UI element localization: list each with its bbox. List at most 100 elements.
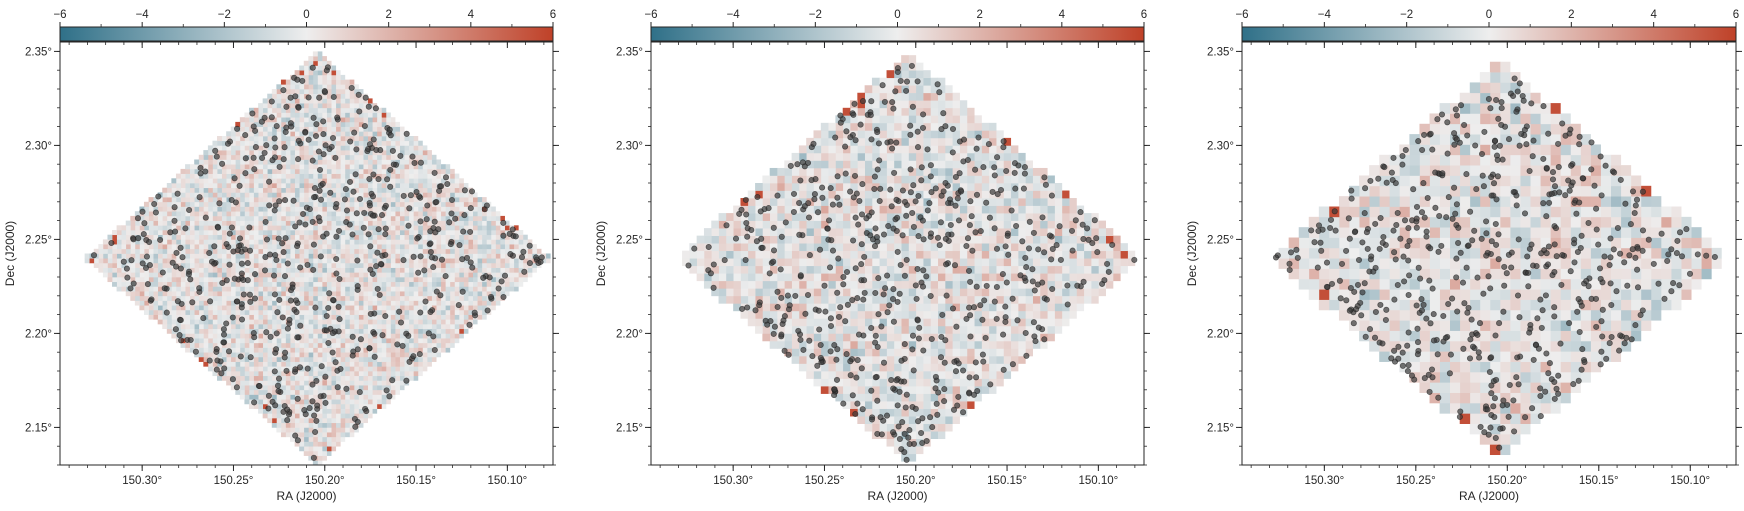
- heatmap-pixel: [454, 211, 460, 217]
- heatmap-pixel: [317, 65, 323, 71]
- heatmap-pixel: [280, 230, 286, 236]
- heatmap-pixel: [253, 225, 259, 231]
- heatmap-pixel: [363, 338, 369, 344]
- heatmap-pixel: [417, 248, 423, 254]
- heatmap-pixel: [454, 314, 460, 320]
- heatmap-pixel: [303, 112, 309, 118]
- heatmap-pixel: [326, 286, 332, 292]
- heatmap-pixel: [349, 300, 355, 306]
- heatmap-pixel: [422, 286, 428, 292]
- heatmap-pixel: [331, 126, 337, 132]
- heatmap-pixel: [513, 258, 519, 264]
- heatmap-pixel: [203, 183, 209, 189]
- heatmap-pixel: [221, 352, 227, 358]
- heatmap-pixel: [353, 121, 359, 127]
- heatmap-pixel: [203, 319, 209, 325]
- heatmap-pixel: [262, 333, 268, 339]
- source-marker: [263, 329, 270, 336]
- heatmap-pixel: [212, 272, 218, 278]
- heatmap-pixel: [207, 342, 213, 348]
- heatmap-pixel: [390, 324, 396, 330]
- heatmap-pixel: [280, 371, 286, 377]
- source-marker: [399, 342, 406, 349]
- heatmap-pixel: [312, 258, 318, 264]
- heatmap-pixel: [477, 281, 483, 287]
- heatmap-pixel: [344, 201, 350, 207]
- heatmap-pixel: [290, 220, 295, 226]
- heatmap-pixel: [116, 244, 122, 250]
- source-marker: [483, 202, 490, 209]
- source-marker: [357, 336, 364, 343]
- heatmap-pixel: [322, 103, 327, 109]
- heatmap-pixel: [436, 277, 442, 283]
- heatmap-pixel: [212, 300, 218, 306]
- heatmap-pixel: [436, 309, 442, 315]
- source-marker: [282, 197, 289, 204]
- heatmap-pixel: [276, 371, 282, 377]
- heatmap-pixel: [189, 286, 195, 292]
- heatmap-pixel: [143, 286, 149, 292]
- source-marker: [406, 205, 413, 212]
- heatmap-pixel: [253, 281, 259, 287]
- heatmap-pixel: [244, 300, 250, 306]
- heatmap-pixel: [121, 248, 127, 254]
- heatmap-pixel: [221, 375, 227, 381]
- heatmap-pixel: [381, 164, 387, 170]
- heatmap-pixel: [185, 253, 190, 259]
- heatmap-pixel: [258, 408, 264, 414]
- heatmap-pixel: [358, 183, 364, 189]
- heatmap-pixel: [326, 422, 332, 428]
- source-marker: [295, 104, 302, 111]
- heatmap-pixel: [404, 361, 410, 367]
- heatmap-pixel: [185, 248, 190, 254]
- heatmap-pixel: [395, 366, 400, 372]
- heatmap-pixel: [294, 183, 300, 189]
- heatmap-pixel: [262, 286, 268, 292]
- heatmap-pixel: [367, 291, 373, 297]
- heatmap-pixel: [171, 324, 177, 330]
- heatmap-pixel: [235, 324, 241, 330]
- source-marker: [410, 253, 417, 260]
- heatmap-pixel: [98, 248, 104, 254]
- heatmap-pixel: [244, 253, 250, 259]
- heatmap-pixel: [280, 225, 286, 231]
- heatmap-pixel: [431, 324, 437, 330]
- heatmap-pixel: [335, 380, 341, 386]
- heatmap-pixel: [171, 244, 177, 250]
- heatmap-pixel: [89, 258, 95, 264]
- heatmap-pixel: [276, 286, 282, 292]
- heatmap-pixel: [358, 173, 364, 179]
- heatmap-pixel: [267, 418, 273, 424]
- heatmap-pixel: [335, 211, 341, 217]
- heatmap-pixel: [349, 93, 355, 99]
- heatmap-pixel: [221, 244, 227, 250]
- heatmap-pixel: [390, 197, 396, 203]
- heatmap-pixel: [276, 225, 282, 231]
- heatmap-pixel: [194, 295, 200, 301]
- source-marker: [352, 423, 359, 430]
- heatmap-pixel: [376, 319, 382, 325]
- heatmap-pixel: [436, 342, 442, 348]
- heatmap-pixel: [198, 342, 204, 348]
- heatmap-pixel: [285, 107, 291, 113]
- heatmap-pixel: [171, 300, 177, 306]
- heatmap-pixel: [331, 159, 337, 165]
- heatmap-pixel: [490, 220, 496, 226]
- heatmap-pixel: [166, 267, 172, 273]
- heatmap-pixel: [322, 408, 327, 414]
- heatmap-pixel: [148, 225, 154, 231]
- heatmap-pixel: [175, 324, 181, 330]
- heatmap-pixel: [367, 286, 373, 292]
- heatmap-pixel: [290, 239, 295, 245]
- heatmap-pixel: [404, 178, 410, 184]
- heatmap-pixel: [340, 403, 346, 409]
- heatmap-pixel: [381, 300, 387, 306]
- heatmap-pixel: [207, 309, 213, 315]
- heatmap-pixel: [399, 375, 405, 381]
- heatmap-pixel: [276, 399, 282, 405]
- heatmap-pixel: [212, 164, 218, 170]
- heatmap-pixel: [312, 356, 318, 362]
- heatmap-pixel: [162, 234, 168, 240]
- source-marker: [262, 254, 269, 261]
- heatmap-pixel: [344, 262, 350, 268]
